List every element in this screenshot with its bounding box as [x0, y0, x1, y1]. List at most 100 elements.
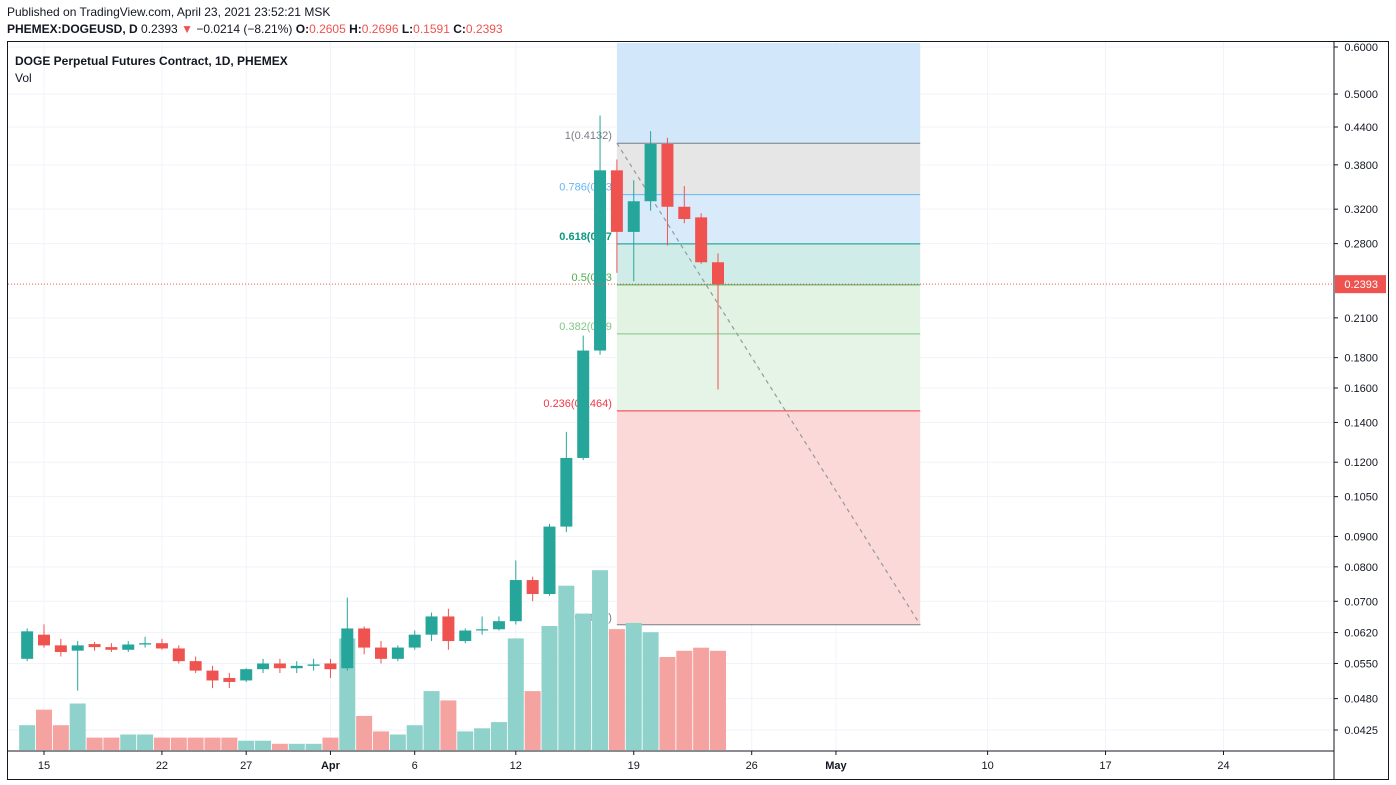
volume-bar — [507, 638, 524, 750]
candle — [54, 638, 67, 657]
volume-bar — [710, 650, 726, 750]
volume-bar — [322, 737, 339, 750]
low-label: L: — [401, 22, 414, 36]
high-value: 0.2696 — [361, 22, 399, 36]
candle-body — [38, 634, 50, 646]
candle — [661, 137, 674, 246]
price-tick-label: 0.1600 — [1344, 383, 1378, 395]
volume-bar — [474, 728, 491, 750]
price-tick-label: 0.3200 — [1344, 204, 1378, 216]
open-label: O: — [295, 22, 310, 36]
candle-body — [678, 206, 691, 220]
volume-bar — [625, 622, 642, 750]
candle-body — [408, 634, 421, 648]
candle-body — [459, 630, 472, 642]
volume-bar — [19, 725, 36, 750]
candle-body — [526, 580, 539, 594]
price-tick-label: 0.4400 — [1344, 122, 1378, 134]
candle-body — [240, 669, 253, 681]
candle-body — [492, 621, 505, 630]
time-tick-label: 19 — [628, 760, 640, 772]
volume-bar — [558, 585, 575, 750]
candle — [341, 597, 354, 671]
volume-bar — [120, 734, 137, 750]
volume-bar — [693, 647, 710, 750]
candle-body — [257, 663, 270, 670]
price-tick-label: 0.1050 — [1344, 492, 1378, 504]
price-tick-label: 0.0425 — [1344, 725, 1378, 737]
time-tick-label: Apr — [321, 760, 341, 772]
ohlc-header: PHEMEX:DOGEUSD, D 0.2393 ▼ −0.0214 (−8.2… — [7, 22, 503, 36]
close-label: C: — [453, 22, 466, 36]
volume-bar — [490, 722, 507, 750]
candle-body — [391, 647, 404, 659]
candle-body — [71, 645, 84, 651]
price-tick-label: 0.0800 — [1344, 562, 1378, 574]
volume-bar — [608, 629, 625, 750]
candle — [442, 608, 455, 650]
volume-bar — [288, 743, 305, 750]
candle-body — [189, 661, 202, 671]
candle-body — [543, 526, 556, 594]
time-tick-label: 26 — [746, 760, 758, 772]
candle — [206, 665, 219, 689]
candle-body — [627, 201, 640, 232]
candle — [172, 645, 185, 664]
candle — [627, 180, 640, 282]
price-tick-label: 0.5000 — [1344, 89, 1378, 101]
volume-bar — [255, 740, 272, 750]
candle-body — [290, 665, 303, 669]
candle-body — [358, 628, 371, 648]
candle — [492, 616, 505, 631]
volume-bars — [19, 570, 726, 750]
fib-upper-zone — [616, 43, 921, 144]
candle — [21, 628, 34, 662]
price-tick-label: 0.1200 — [1344, 457, 1378, 469]
published-caption: Published on TradingView.com, April 23, … — [7, 5, 331, 19]
candle — [240, 668, 253, 682]
volume-bar — [642, 632, 659, 750]
time-tick-label: 27 — [240, 760, 252, 772]
candle-body — [594, 170, 607, 351]
volume-bar — [52, 725, 69, 750]
candle-body — [509, 580, 522, 622]
volume-bar — [305, 743, 322, 750]
price-axis: 0.6000 0.5000 0.4400 0.3800 0.3200 0.2800 0.23… — [1333, 42, 1386, 779]
time-tick-label: 10 — [981, 760, 993, 772]
candle-body — [712, 262, 724, 285]
volume-bar — [659, 657, 676, 750]
volume-bar — [592, 570, 609, 750]
candle — [543, 523, 556, 596]
candle-body — [324, 663, 337, 670]
candle — [122, 641, 135, 653]
candle — [71, 641, 84, 691]
candle — [408, 630, 421, 650]
price-tick-label: 0.0620 — [1344, 628, 1378, 640]
candle — [577, 335, 590, 461]
candle-body — [476, 629, 489, 631]
time-axis: 15 22 27 Apr 6 12 19 26 May 10 17 24 — [8, 750, 1334, 772]
candle — [273, 658, 286, 674]
volume-bar — [204, 737, 221, 750]
candle — [88, 641, 101, 651]
chart-frame[interactable] — [7, 41, 1389, 780]
time-tick-label: 17 — [1099, 760, 1111, 772]
candle — [307, 658, 320, 671]
candle — [509, 560, 522, 625]
volume-bar — [36, 709, 52, 750]
candle-body — [307, 664, 320, 666]
candle — [391, 645, 404, 662]
high-label: H: — [349, 22, 362, 36]
candle — [678, 186, 691, 224]
volume-bar — [86, 737, 103, 750]
price-change: −0.0214 (−8.21%) — [196, 22, 293, 36]
candle-body — [695, 217, 708, 263]
candle-body — [54, 645, 67, 653]
candle-body — [21, 631, 34, 659]
candle — [712, 253, 724, 390]
low-value: 0.1591 — [413, 22, 450, 36]
candle — [476, 616, 489, 635]
candle — [425, 612, 438, 642]
volume-bar — [373, 731, 389, 750]
